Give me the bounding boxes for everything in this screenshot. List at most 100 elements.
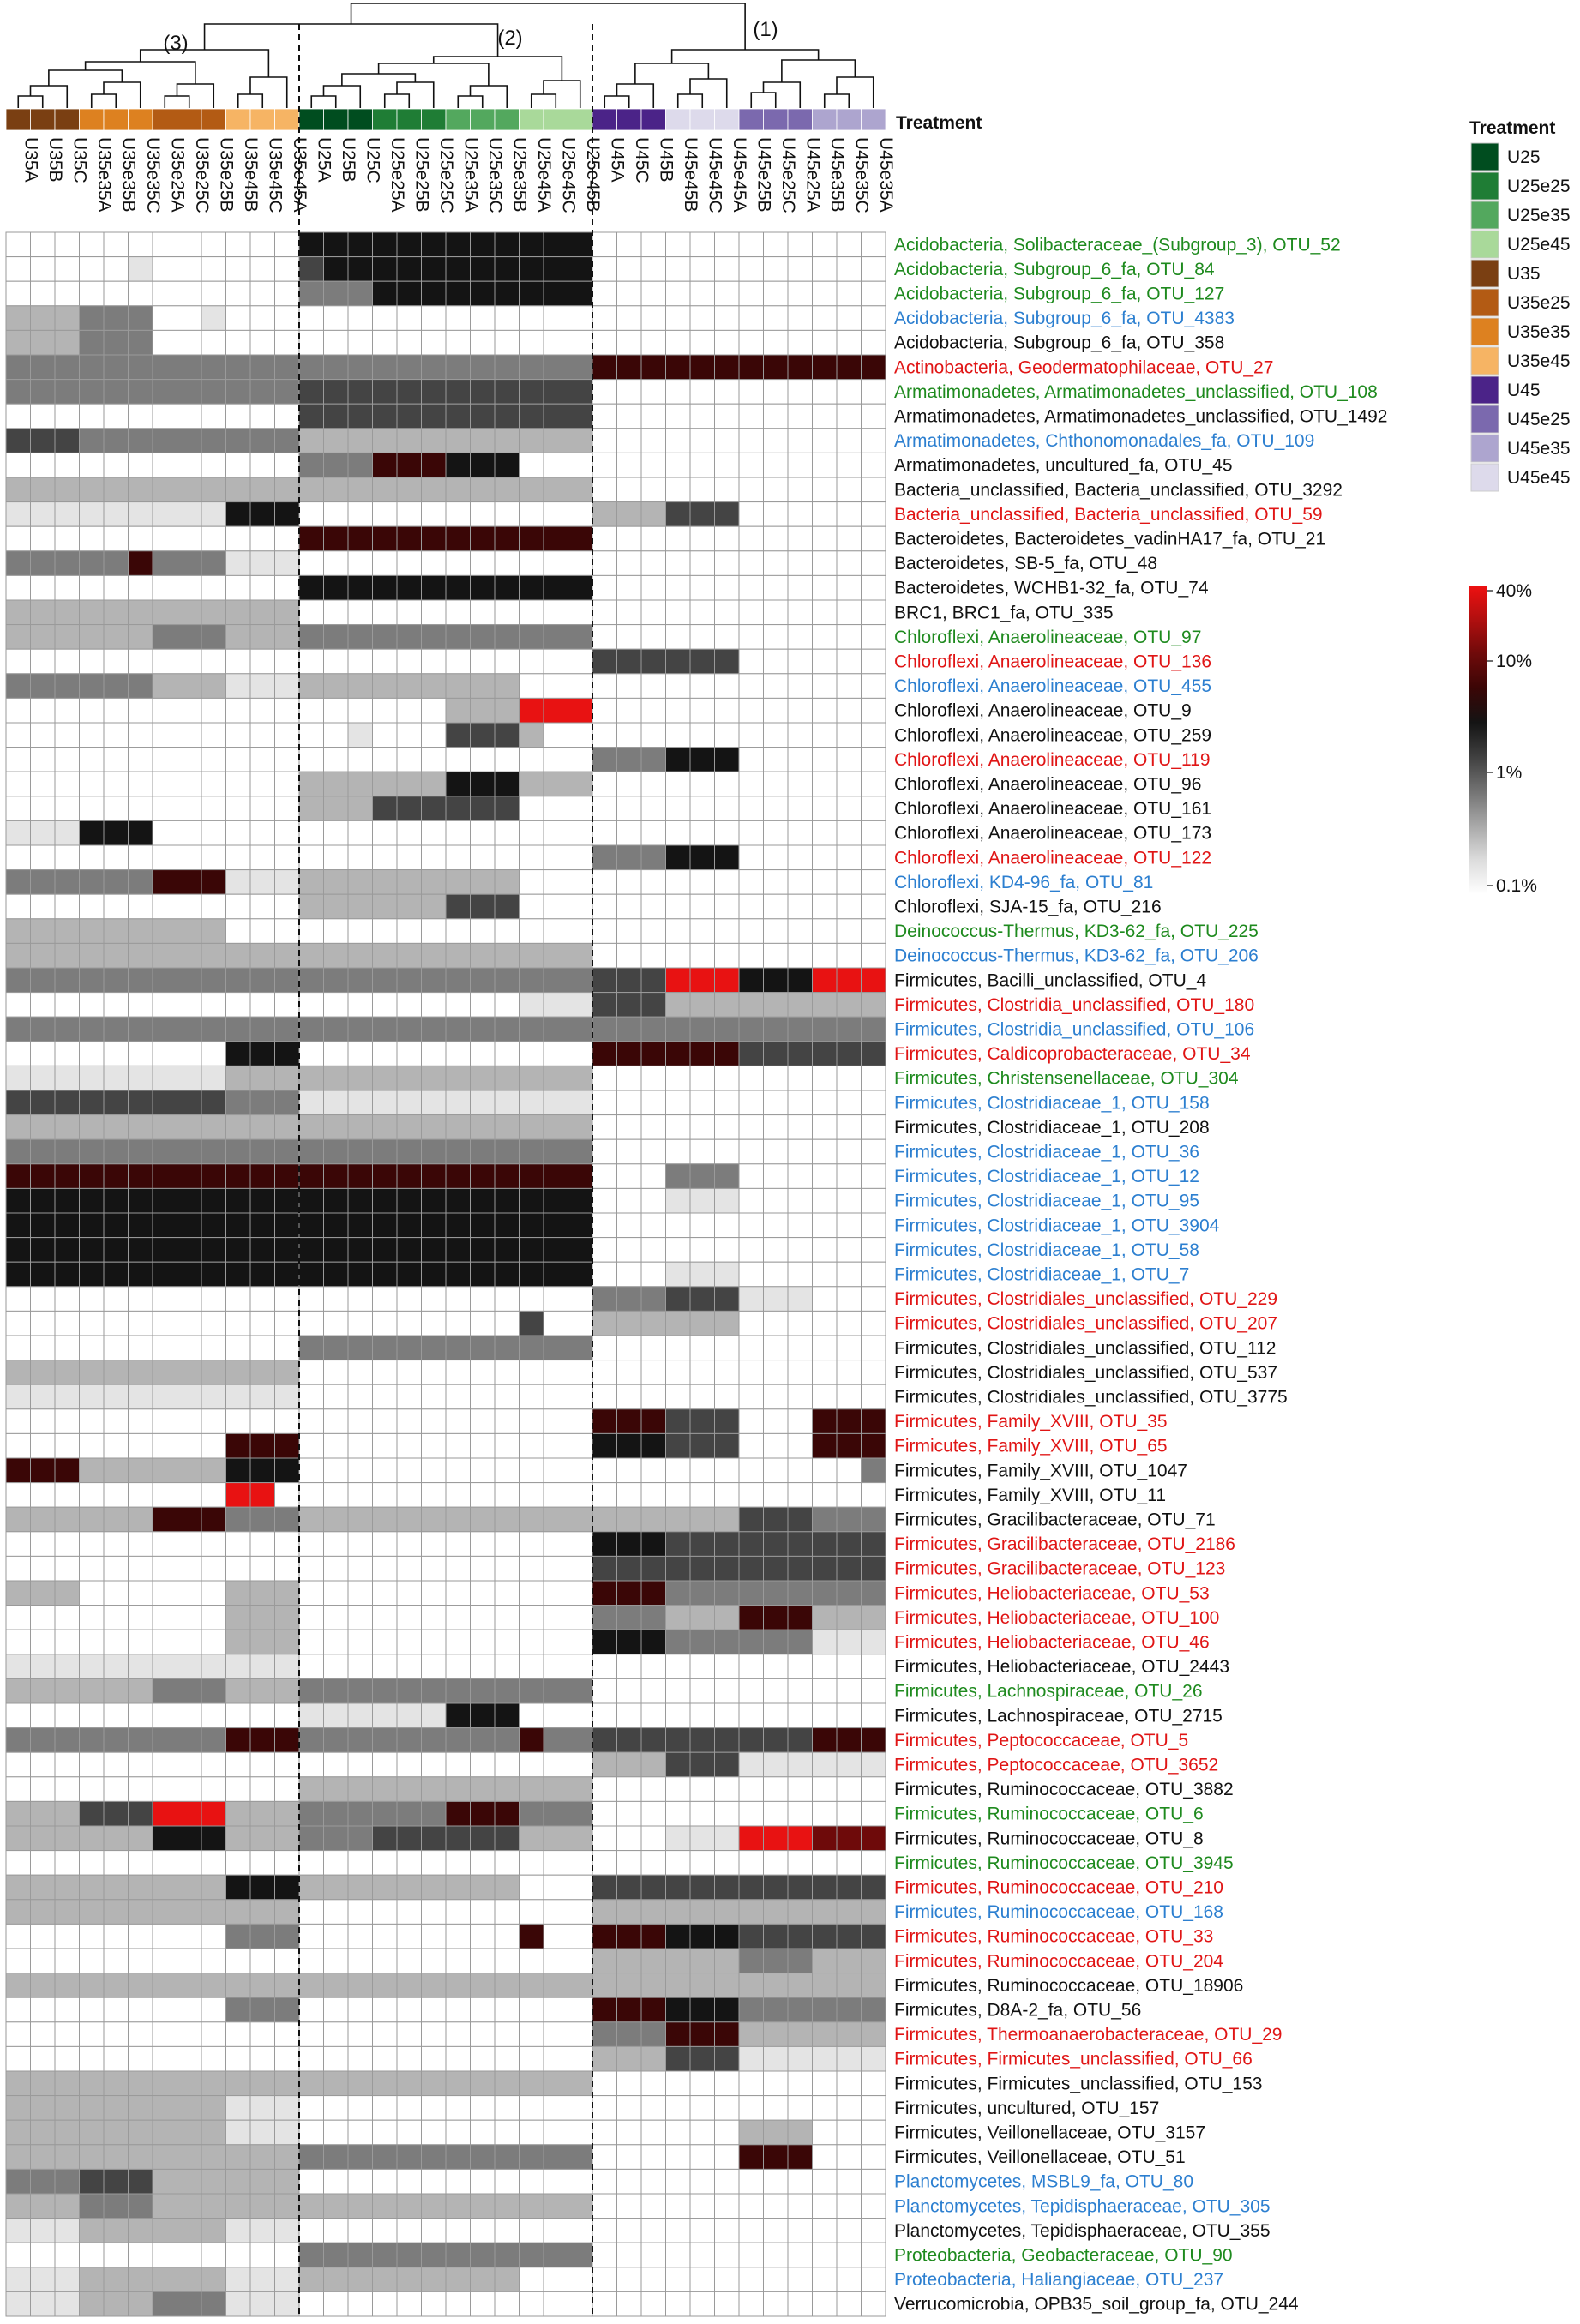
heatmap-cell — [30, 1850, 56, 1876]
heatmap-cell — [225, 280, 251, 307]
heatmap-cell — [494, 1212, 520, 1239]
heatmap-cell — [470, 2070, 496, 2097]
heatmap-cell — [225, 2218, 251, 2243]
heatmap-cell — [372, 1041, 398, 1066]
heatmap-cell — [225, 525, 251, 552]
heatmap-cell — [640, 1751, 666, 1778]
heatmap-cell — [665, 329, 691, 356]
heatmap-cell — [861, 844, 886, 871]
heatmap-cell — [152, 1261, 177, 1288]
heatmap-cell — [616, 1923, 642, 1949]
treatment-bar-cell — [763, 108, 789, 131]
heatmap-cell — [201, 722, 226, 748]
heatmap-cell — [738, 1065, 764, 1091]
heatmap-cell — [347, 1506, 373, 1533]
treatment-bar-cell — [30, 108, 56, 131]
row-label: Firmicutes, uncultured, OTU_157 — [894, 2099, 1159, 2118]
row-label: Chloroflexi, Anaerolineaceae, OTU_161 — [894, 799, 1211, 819]
heatmap-cell — [812, 893, 838, 920]
heatmap-cell — [738, 2070, 764, 2097]
heatmap-cell — [79, 1432, 105, 1459]
heatmap-cell — [372, 428, 398, 453]
heatmap-cell — [494, 942, 520, 969]
heatmap-cell — [592, 1850, 617, 1876]
heatmap-cell — [225, 1041, 251, 1066]
heatmap-cell — [298, 354, 324, 381]
heatmap-cell — [30, 1825, 56, 1852]
heatmap-cell — [592, 1973, 617, 1998]
heatmap-cell — [323, 354, 349, 381]
heatmap-cell — [640, 1973, 666, 1998]
heatmap-cell — [640, 820, 666, 846]
heatmap-cell — [298, 697, 324, 724]
heatmap-cell — [30, 624, 56, 650]
heatmap-cell — [836, 354, 862, 381]
heatmap-cell — [714, 648, 740, 675]
heatmap-cell — [152, 771, 177, 797]
heatmap-cell — [347, 2144, 373, 2170]
heatmap-cell — [225, 1360, 251, 1385]
heatmap-cell — [470, 599, 496, 626]
heatmap-cell — [836, 280, 862, 307]
heatmap-cell — [421, 1605, 447, 1630]
heatmap-cell — [177, 2095, 202, 2121]
heatmap-cell — [616, 1751, 642, 1778]
dendrogram-branch — [84, 61, 196, 84]
heatmap-cell — [30, 820, 56, 846]
heatmap-cell — [249, 820, 275, 846]
heatmap-cell — [396, 403, 422, 429]
dendrogram-branch — [396, 81, 435, 108]
heatmap-cell — [372, 403, 398, 429]
heatmap-cell — [103, 1605, 129, 1630]
row-label: Firmicutes, Clostridiales_unclassified, … — [894, 1388, 1288, 1408]
heatmap-cell — [763, 574, 789, 601]
heatmap-cell — [640, 918, 666, 944]
heatmap-cell — [128, 1506, 153, 1533]
heatmap-cell — [54, 477, 80, 503]
heatmap-cell — [787, 1555, 813, 1582]
heatmap-cell — [519, 1555, 544, 1582]
heatmap-cell — [274, 697, 300, 724]
heatmap-cell — [470, 1408, 496, 1434]
heatmap-cell — [763, 697, 789, 724]
heatmap-cell — [54, 2218, 80, 2243]
heatmap-cell — [470, 1237, 496, 1263]
heatmap-cell — [494, 305, 520, 331]
heatmap-cell — [714, 1432, 740, 1459]
heatmap-cell — [128, 403, 153, 429]
heatmap-cell — [152, 1212, 177, 1239]
heatmap-cell — [836, 2291, 862, 2317]
heatmap-cell — [54, 1825, 80, 1852]
heatmap-cell — [103, 1335, 129, 1361]
dendrogram-branch — [670, 49, 820, 63]
heatmap-cell — [396, 1163, 422, 1189]
heatmap-cell — [689, 379, 715, 405]
heatmap-cell — [421, 1825, 447, 1852]
heatmap-cell — [592, 280, 617, 307]
heatmap-cell — [201, 403, 226, 429]
heatmap-cell — [861, 550, 886, 576]
heatmap-cell — [372, 1973, 398, 1998]
heatmap-cell — [738, 673, 764, 699]
heatmap-cell — [372, 967, 398, 994]
heatmap-cell — [445, 820, 471, 846]
row-label: Chloroflexi, Anaerolineaceae, OTU_97 — [894, 628, 1201, 647]
heatmap-cell — [274, 1702, 300, 1729]
heatmap-cell — [396, 1580, 422, 1606]
heatmap-cell — [372, 2144, 398, 2170]
heatmap-cell — [128, 1899, 153, 1925]
legend-label: U25e35 — [1507, 206, 1571, 225]
heatmap-cell — [763, 844, 789, 871]
heatmap-cell — [568, 1850, 593, 1876]
heatmap-cell — [616, 379, 642, 405]
legend-swatch — [1470, 288, 1499, 317]
heatmap-cell — [445, 452, 471, 478]
heatmap-cell — [347, 2070, 373, 2097]
heatmap-cell — [812, 1850, 838, 1876]
heatmap-cell — [103, 1360, 129, 1385]
heatmap-cell — [79, 550, 105, 576]
heatmap-cell — [616, 256, 642, 282]
heatmap-cell — [714, 1335, 740, 1361]
heatmap-cell — [372, 1800, 398, 1827]
heatmap-cell — [714, 525, 740, 552]
